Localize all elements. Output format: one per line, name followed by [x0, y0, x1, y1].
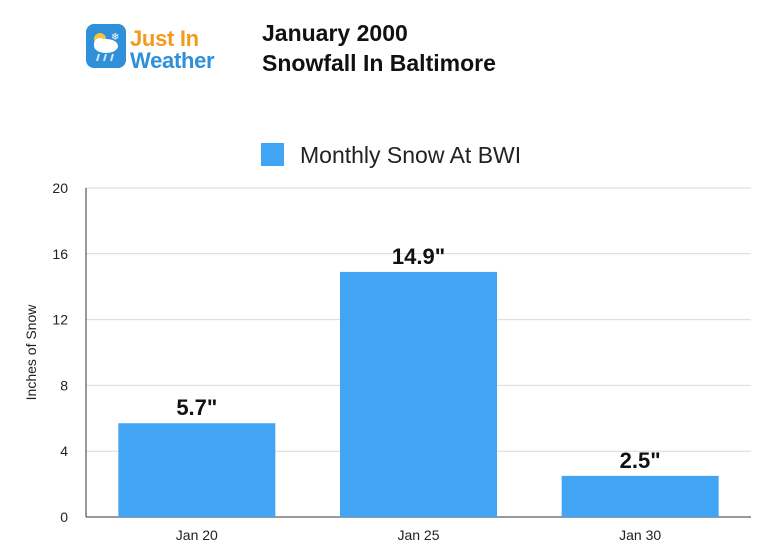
title-line2: Snowfall In Baltimore [262, 50, 496, 76]
weather-cloud-icon: ❄ [86, 24, 126, 68]
x-tick-label: Jan 25 [397, 527, 439, 543]
logo-line1: Just In [130, 26, 199, 51]
y-tick-label: 20 [52, 180, 68, 196]
bar [561, 475, 719, 517]
bar [118, 423, 276, 517]
svg-text:❄: ❄ [111, 32, 119, 43]
y-tick-label: 0 [60, 509, 68, 525]
title-line1: January 2000 [262, 20, 408, 46]
y-axis-label: Inches of Snow [23, 304, 39, 401]
y-tick-label: 16 [52, 246, 68, 262]
y-tick-label: 8 [60, 377, 68, 393]
data-label: 14.9" [392, 244, 445, 269]
data-label: 5.7" [176, 395, 217, 420]
bar [340, 271, 497, 517]
logo-line2: Weather [130, 48, 215, 73]
legend-label: Monthly Snow At BWI [300, 142, 521, 168]
data-label: 2.5" [620, 448, 661, 473]
x-tick-label: Jan 30 [619, 527, 661, 543]
page-title: January 2000 Snowfall In Baltimore [262, 18, 496, 78]
x-tick-label: Jan 20 [176, 527, 218, 543]
y-tick-label: 12 [52, 312, 68, 328]
just-in-weather-logo: ❄ Just In Weather [86, 22, 236, 78]
logo-wordmark: Just In Weather [130, 26, 215, 73]
y-tick-label: 4 [60, 443, 68, 459]
legend-swatch [261, 143, 284, 166]
